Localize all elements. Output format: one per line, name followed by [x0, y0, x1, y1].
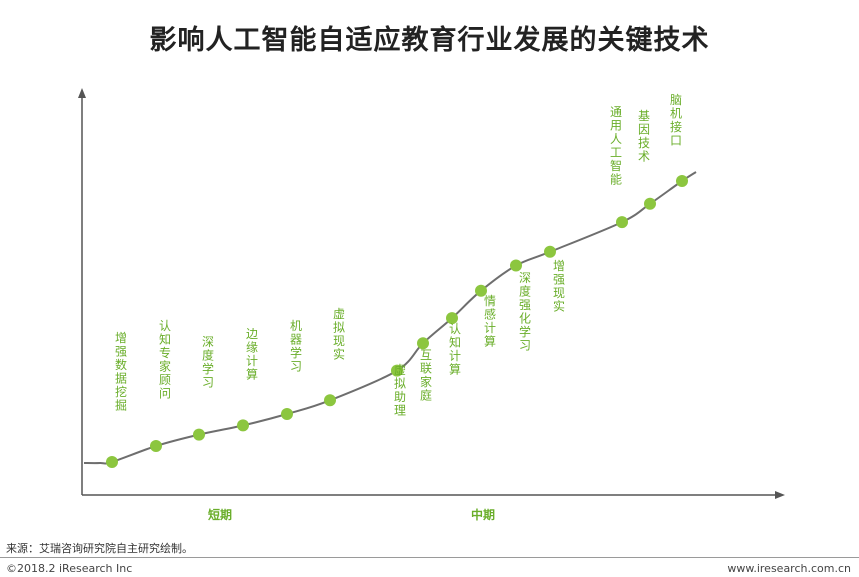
data-point — [391, 364, 403, 377]
trend-line — [83, 171, 697, 465]
phase-label-mid: 中期 — [471, 507, 495, 522]
data-point — [510, 259, 522, 272]
point-label: 深度学习 — [202, 335, 214, 390]
data-point — [150, 440, 162, 452]
website-link[interactable]: www.iresearch.com.cn — [727, 562, 851, 575]
data-point — [417, 337, 429, 350]
point-label: 认知计算 — [449, 322, 461, 377]
footer-divider — [0, 557, 859, 558]
data-point — [324, 394, 336, 407]
point-label: 情感计算 — [484, 294, 496, 349]
point-label: 虚拟助理 — [394, 363, 406, 418]
data-point — [446, 312, 458, 325]
data-point — [193, 428, 205, 441]
point-label: 基因技术 — [638, 109, 650, 164]
point-label: 通用人工智能 — [610, 105, 622, 187]
data-point — [237, 419, 249, 432]
point-label: 机器学习 — [290, 319, 302, 374]
chart-title: 影响人工智能自适应教育行业发展的关键技术 — [149, 25, 710, 56]
data-point — [644, 197, 656, 210]
phase-label-short: 短期 — [208, 507, 232, 522]
data-point — [475, 284, 487, 297]
point-label: 增强数据挖掘 — [115, 331, 127, 413]
source-note: 来源：艾瑞咨询研究院自主研究绘制。 — [6, 542, 193, 555]
data-point — [281, 408, 293, 420]
point-label: 虚拟现实 — [333, 307, 345, 362]
point-label: 增强现实 — [553, 259, 565, 314]
point-label: 互联家庭 — [420, 348, 432, 403]
data-point — [544, 245, 556, 258]
data-point — [616, 216, 628, 229]
point-label: 认知专家顾问 — [159, 319, 171, 401]
point-label: 深度强化学习 — [519, 271, 531, 353]
copyright-text: ©2018.2 iResearch Inc — [6, 562, 133, 575]
data-point — [106, 456, 118, 468]
data-point — [676, 175, 688, 187]
point-label: 脑机接口 — [670, 93, 682, 148]
point-label: 边缘计算 — [246, 327, 258, 382]
